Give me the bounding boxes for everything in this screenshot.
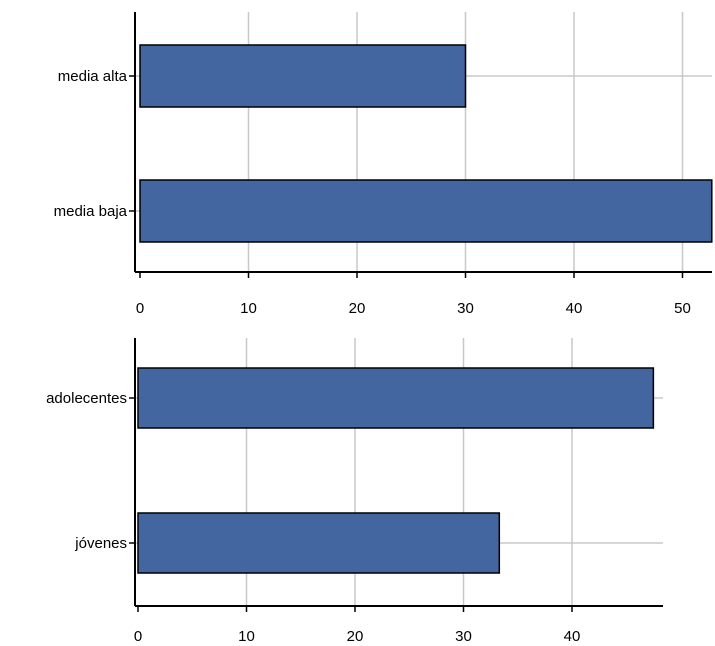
x-tick-label: 20 [347, 628, 364, 645]
x-tick-label: 30 [457, 300, 474, 317]
x-tick-label: 50 [674, 300, 691, 317]
category-label: adolecentes [46, 390, 127, 407]
bar-chart-1: media alta media baja 0 10 20 30 40 50 [54, 12, 713, 317]
bar [137, 512, 501, 574]
x-tick-label: 20 [349, 300, 366, 317]
bar [137, 367, 655, 429]
category-label: media alta [58, 68, 128, 85]
x-tick-label: 0 [136, 300, 144, 317]
x-tick-label: 40 [566, 300, 583, 317]
bar [139, 179, 713, 243]
bar-chart-2: adolecentes jóvenes 0 10 20 30 40 [46, 338, 663, 645]
category-label: jóvenes [74, 535, 127, 552]
x-tick-label: 40 [564, 628, 581, 645]
x-tick-label: 10 [238, 628, 255, 645]
category-label: media baja [54, 203, 128, 220]
bar [139, 44, 467, 108]
x-tick-label: 0 [134, 628, 142, 645]
x-tick-label: 10 [240, 300, 257, 317]
x-tick-label: 30 [455, 628, 472, 645]
